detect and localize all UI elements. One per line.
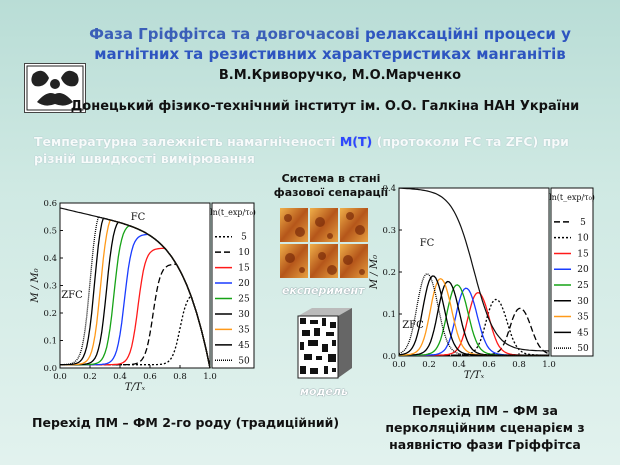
legend-label-20: 20 bbox=[577, 265, 589, 275]
desc-prefix: Температурна залежність намагніченості bbox=[34, 134, 340, 149]
x-tick-label: 0.2 bbox=[422, 360, 436, 370]
legend-label-15: 15 bbox=[238, 264, 250, 274]
caption-left: Перехід ПМ – ФМ 2-го роду (традиційний) bbox=[32, 415, 340, 430]
model-label: модель bbox=[300, 385, 348, 398]
y-tick-label: 0.2 bbox=[382, 268, 396, 278]
caption-right: Перехід ПМ – ФМ за перколяційним сценарі… bbox=[385, 403, 585, 452]
system-label: Система в стані фазової сепарації bbox=[273, 172, 389, 199]
x-tick-label: 0.0 bbox=[53, 372, 67, 382]
y-tick-label: 0.0 bbox=[382, 352, 396, 362]
legend-label-10: 10 bbox=[577, 234, 589, 244]
legend-label-30: 30 bbox=[238, 310, 250, 320]
title-line1-a: Фаза Гріффітса та довгочасові bbox=[89, 25, 360, 43]
y-axis-label: M / M₀ bbox=[369, 255, 380, 290]
slide-title: Фаза Гріффітса та довгочасові релаксацій… bbox=[60, 24, 600, 64]
legend-label-10: 10 bbox=[238, 248, 250, 258]
legend-label-5: 5 bbox=[580, 218, 586, 228]
y-tick-label: 0.1 bbox=[382, 310, 396, 320]
legend-box bbox=[211, 202, 255, 369]
desc-suffix: (протоколи FC та ZFC) при різній швидкос… bbox=[34, 134, 569, 166]
y-tick-label: 0.6 bbox=[43, 199, 57, 209]
x-tick-label: 0.8 bbox=[512, 360, 526, 370]
y-axis-label: M / M₀ bbox=[30, 268, 41, 303]
experiment-label: експеримент bbox=[282, 284, 365, 297]
series-line-50 bbox=[398, 272, 549, 356]
y-tick-label: 0.2 bbox=[43, 309, 57, 319]
title-line2: магнітних та резистивних характеристиках… bbox=[94, 45, 566, 63]
institute-logo bbox=[24, 63, 86, 113]
zfc-annotation: ZFC bbox=[402, 320, 424, 331]
authors: В.М.Криворучко, М.О.Марченко bbox=[218, 68, 462, 83]
y-tick-label: 0.3 bbox=[382, 226, 396, 236]
description: Температурна залежність намагніченості M… bbox=[34, 133, 594, 167]
legend-label-45: 45 bbox=[238, 341, 250, 351]
chart-right: 0.0 0.2 0.4 0.6 0.8 1.00.00.10.20.30.4T/TₓM /… bbox=[369, 184, 595, 381]
x-axis-label: T/Tₓ bbox=[464, 370, 485, 381]
legend-title: ln(t_exp/τ₀) bbox=[549, 193, 595, 202]
legend-label-45: 45 bbox=[577, 328, 589, 338]
zfc-annotation: ZFC bbox=[61, 290, 83, 301]
legend-label-50: 50 bbox=[577, 344, 589, 354]
x-tick-label: 0.6 bbox=[143, 372, 157, 382]
x-tick-label: 0.4 bbox=[452, 360, 466, 370]
legend-label-20: 20 bbox=[238, 279, 250, 289]
y-tick-label: 0.4 bbox=[43, 254, 57, 264]
fc-annotation: FC bbox=[420, 238, 435, 249]
x-axis-label: T/Tₓ bbox=[125, 382, 146, 393]
legend-label-35: 35 bbox=[577, 313, 589, 323]
legend-label-35: 35 bbox=[238, 325, 250, 335]
x-tick-label: 1.0 bbox=[203, 372, 217, 382]
y-tick-label: 0.4 bbox=[382, 184, 396, 194]
x-tick-label: 0.0 bbox=[392, 360, 406, 370]
y-tick-label: 0.0 bbox=[43, 364, 57, 374]
institute: Донецький фізико-технічний інститут ім. … bbox=[70, 99, 580, 114]
y-tick-label: 0.3 bbox=[43, 282, 57, 292]
x-tick-label: 0.4 bbox=[113, 372, 127, 382]
fc-annotation: FC bbox=[131, 212, 146, 223]
legend-label-50: 50 bbox=[238, 356, 250, 366]
legend-title: ln(t_exp/τ₀) bbox=[210, 208, 256, 217]
logo-emblem-icon bbox=[26, 65, 84, 111]
series-line-45 bbox=[398, 275, 549, 356]
fc-curve bbox=[59, 207, 211, 369]
x-tick-label: 0.8 bbox=[173, 372, 187, 382]
desc-mt: M(T) bbox=[339, 134, 373, 149]
x-tick-label: 0.6 bbox=[482, 360, 496, 370]
chart-left: 0.0 0.2 0.4 0.6 0.8 1.00.00.10.20.30.40.50.6T… bbox=[30, 199, 256, 393]
legend-box bbox=[550, 187, 594, 357]
fc-curve bbox=[398, 187, 550, 352]
legend-label-15: 15 bbox=[577, 249, 589, 259]
experiment-image bbox=[280, 208, 368, 278]
model-cube-image bbox=[297, 308, 352, 379]
x-tick-label: 1.0 bbox=[542, 360, 556, 370]
legend-label-5: 5 bbox=[241, 233, 247, 243]
y-tick-label: 0.5 bbox=[43, 227, 57, 237]
x-tick-label: 0.2 bbox=[83, 372, 97, 382]
legend-label-25: 25 bbox=[238, 295, 250, 305]
title-line1-b: релаксаційні процеси у bbox=[359, 25, 571, 43]
legend-label-25: 25 bbox=[577, 281, 589, 291]
legend-label-30: 30 bbox=[577, 297, 589, 307]
y-tick-label: 0.1 bbox=[43, 337, 57, 347]
